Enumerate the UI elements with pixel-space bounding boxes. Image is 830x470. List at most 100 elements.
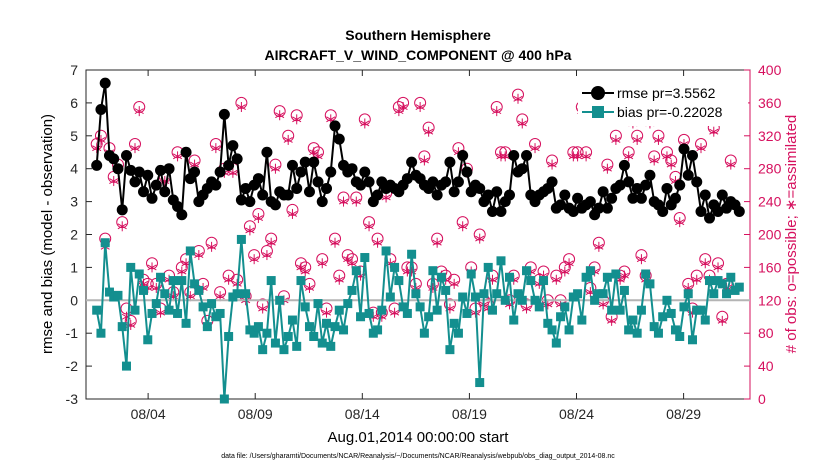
- assimilated-obs-point: [321, 307, 332, 318]
- asterisk-stroke: [249, 256, 259, 263]
- rmse-point: [359, 166, 371, 178]
- x-axis-label: Aug.01,2014 00:00:00 start: [328, 429, 510, 446]
- y-left-tick-label: 6: [70, 95, 78, 111]
- asterisk-stroke: [709, 128, 719, 135]
- assimilated-obs-point: [692, 274, 702, 285]
- rmse-point: [172, 201, 184, 213]
- assimilated-obs-point: [177, 266, 187, 277]
- bias-point: [113, 290, 123, 300]
- assimilated-obs-point: [228, 167, 238, 178]
- x-tick-label: 08/19: [452, 406, 487, 422]
- assimilated-obs-point: [500, 151, 510, 162]
- assimilated-obs-point: [517, 118, 527, 129]
- series-layer: [91, 77, 745, 404]
- bias-point: [313, 299, 323, 309]
- rmse-point: [291, 182, 303, 194]
- bias-point: [126, 262, 136, 272]
- rmse-point: [218, 108, 230, 120]
- bias-point: [270, 338, 280, 348]
- bias-point: [224, 331, 234, 341]
- bias-point: [194, 285, 204, 295]
- bias-point: [398, 302, 408, 312]
- bias-point: [356, 312, 366, 322]
- y-left-tick-label: 3: [70, 194, 78, 210]
- x-tick-label: 08/09: [238, 406, 273, 422]
- rmse-point: [150, 179, 162, 191]
- asterisk-stroke: [364, 223, 374, 230]
- bias-point: [449, 318, 459, 328]
- rmse-point: [240, 182, 252, 194]
- rmse-point: [308, 156, 320, 168]
- assimilated-obs-point: [130, 143, 140, 154]
- bias-point: [215, 308, 225, 318]
- rmse-point: [699, 189, 711, 201]
- bias-point: [202, 322, 212, 332]
- bias-point: [705, 276, 715, 286]
- asterisk-stroke: [292, 116, 302, 123]
- bias-point: [173, 308, 183, 318]
- bias-point: [602, 272, 612, 282]
- asterisk-stroke: [568, 153, 578, 160]
- bias-point: [573, 289, 583, 299]
- asterisk-stroke: [713, 264, 723, 271]
- rmse-point: [163, 163, 175, 175]
- bias-point: [504, 272, 514, 282]
- bias-point: [283, 331, 293, 341]
- bias-point: [436, 272, 446, 282]
- asterisk-stroke: [321, 309, 332, 316]
- asterisk-stroke: [521, 305, 532, 312]
- y-left-tick-label: -3: [66, 391, 79, 407]
- bias-point: [232, 289, 242, 299]
- rmse-point: [457, 150, 469, 162]
- bias-point: [662, 295, 672, 305]
- asterisk-stroke: [109, 178, 119, 184]
- assimilated-obs-point: [653, 134, 664, 145]
- rmse-point: [559, 189, 571, 201]
- asterisk-stroke: [649, 157, 659, 164]
- asterisk-stroke: [675, 219, 685, 226]
- rmse-point: [142, 169, 154, 181]
- asterisk-stroke: [394, 108, 404, 115]
- bias-point: [543, 318, 553, 328]
- bias-point: [734, 282, 744, 292]
- y-right-tick-label: 320: [758, 128, 782, 144]
- assimilated-obs-point: [249, 254, 259, 265]
- bias-point: [168, 276, 178, 286]
- x-tick-label: 08/14: [345, 406, 380, 422]
- assimilated-obs-point: [109, 176, 119, 187]
- assimilated-obs-point: [270, 163, 281, 174]
- asterisk-stroke: [211, 145, 221, 152]
- asterisk-stroke: [317, 260, 327, 267]
- y-left-tick-label: 1: [70, 259, 78, 275]
- bias-point: [577, 315, 587, 325]
- bias-point: [509, 315, 519, 325]
- rmse-point: [691, 176, 703, 188]
- rmse-point: [491, 186, 503, 198]
- rmse-point: [303, 186, 315, 198]
- bias-point: [339, 325, 349, 335]
- asterisk-stroke: [726, 161, 736, 168]
- assimilated-obs-point: [155, 307, 166, 318]
- bias-point: [645, 279, 655, 289]
- bias-point: [564, 325, 574, 335]
- assimilated-obs-point: [619, 270, 629, 281]
- rmse-point: [678, 143, 690, 155]
- assimilated-obs-point: [398, 102, 408, 113]
- bias-point: [390, 262, 400, 272]
- asterisk-stroke: [343, 256, 353, 263]
- assimilated-obs-point: [419, 155, 429, 166]
- assimilated-obs-point: [207, 241, 217, 252]
- bias-point: [190, 279, 200, 289]
- asterisk-stroke: [424, 128, 434, 135]
- rmse-point: [325, 166, 337, 178]
- bias-point: [185, 246, 195, 256]
- assimilated-obs-point: [564, 258, 574, 269]
- bias-point: [687, 335, 697, 345]
- bias-point: [300, 302, 310, 312]
- bias-point: [479, 289, 489, 299]
- assimilated-obs-point: [334, 274, 344, 285]
- rmse-point: [227, 140, 239, 152]
- x-tick-label: 08/24: [559, 406, 594, 422]
- rmse-point: [521, 150, 533, 162]
